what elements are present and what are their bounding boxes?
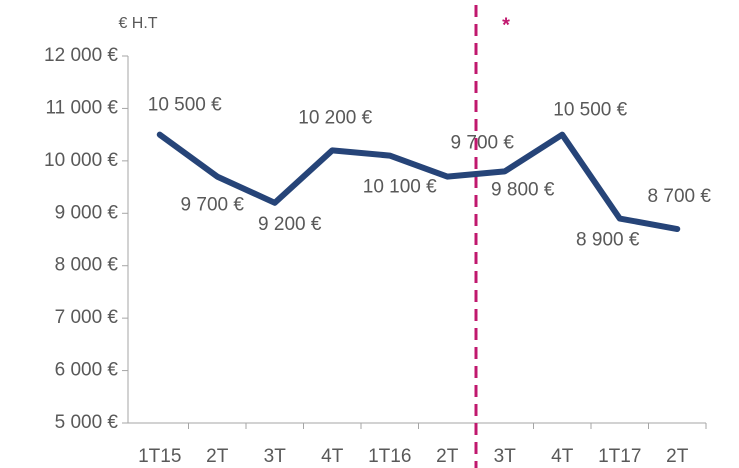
x-tick-label: 2T	[436, 446, 459, 467]
y-axis-label: € H.T	[118, 15, 157, 32]
y-tick-label: 6 000 €	[55, 360, 119, 381]
data-label: 8 900 €	[576, 230, 640, 251]
series-line	[156, 131, 681, 233]
x-tick-label: 1T16	[368, 446, 411, 467]
x-tick-label: 3T	[264, 446, 287, 467]
data-label: 8 700 €	[648, 186, 712, 207]
annotation: *	[502, 14, 510, 36]
data-label: 9 800 €	[491, 179, 555, 200]
y-tick-label: 5 000 €	[55, 412, 119, 433]
y-tick-label: 12 000 €	[44, 45, 118, 66]
data-label: 10 100 €	[363, 177, 437, 198]
data-label: 9 700 €	[181, 195, 245, 216]
y-tick-label: 11 000 €	[45, 97, 118, 118]
data-label: 10 200 €	[298, 107, 372, 128]
x-tick-label: 1T15	[138, 446, 181, 467]
y-tick-label: 8 000 €	[55, 255, 119, 276]
x-tick-label: 4T	[321, 446, 344, 467]
x-tick-label: 4T	[551, 446, 574, 467]
x-tick-label: 3T	[494, 446, 517, 467]
data-label: 9 700 €	[451, 133, 515, 154]
y-tick-label: 7 000 €	[55, 307, 119, 328]
data-label: 10 500 €	[553, 100, 627, 121]
x-tick-label: 1T17	[598, 446, 641, 467]
y-tick-label: 10 000 €	[44, 150, 118, 171]
data-label: 9 200 €	[258, 214, 322, 235]
x-tick-label: 2T	[206, 446, 229, 467]
y-tick-label: 9 000 €	[55, 202, 119, 223]
data-label: 10 500 €	[148, 95, 222, 116]
x-tick-label: 2T	[666, 446, 689, 467]
